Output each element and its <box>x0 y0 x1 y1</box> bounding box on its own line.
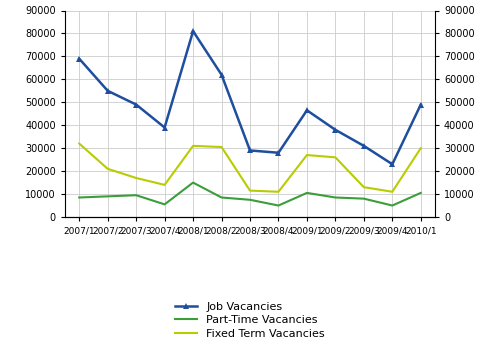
Legend: Job Vacancies, Part-Time Vacancies, Fixed Term Vacancies: Job Vacancies, Part-Time Vacancies, Fixe… <box>170 296 330 344</box>
